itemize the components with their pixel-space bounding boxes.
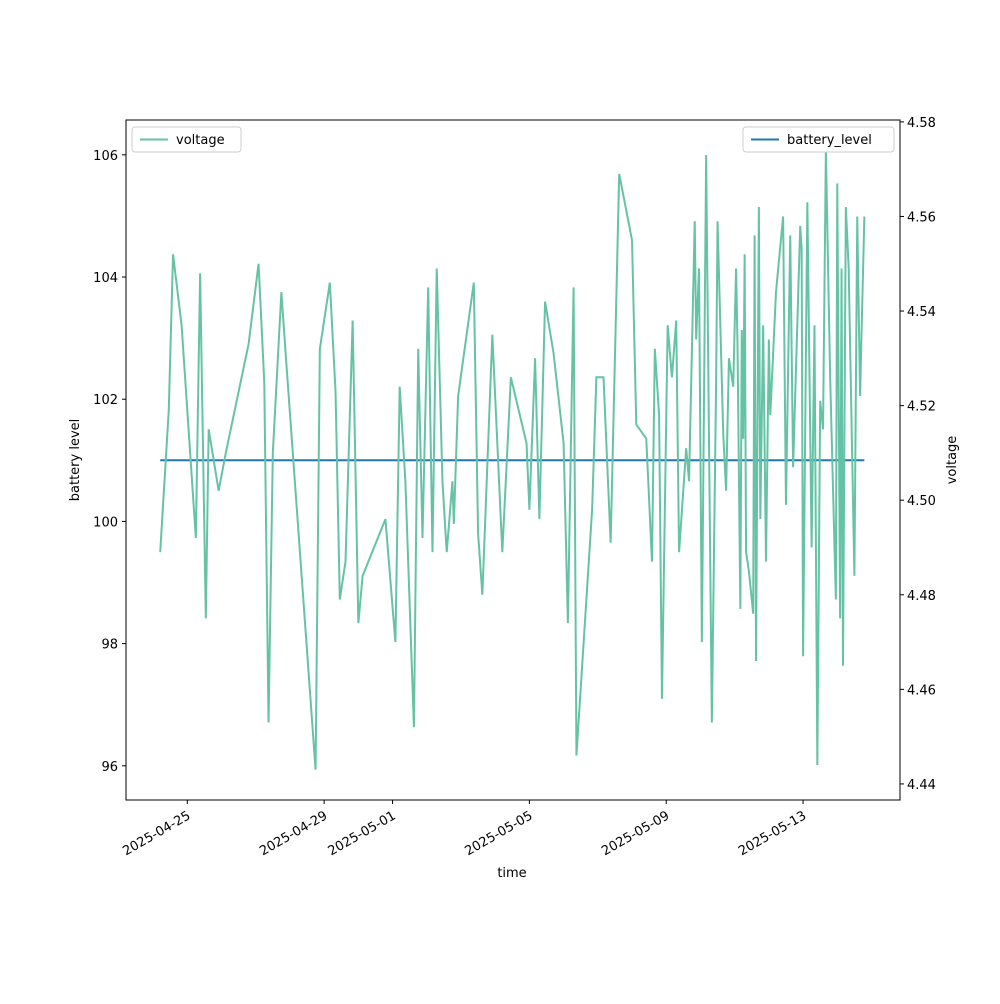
legend-label: voltage xyxy=(176,133,225,148)
y-axis-label: battery level xyxy=(68,419,83,502)
y2-tick-label: 4.50 xyxy=(907,494,936,509)
y-tick-label: 104 xyxy=(93,271,118,286)
x-tick-label: 2025-05-09 xyxy=(599,808,672,859)
x-tick-label: 2025-04-25 xyxy=(120,808,193,859)
legend: battery_level xyxy=(742,126,895,153)
y-tick-label: 106 xyxy=(93,149,118,164)
y2-tick-label: 4.48 xyxy=(907,589,936,604)
legend-box xyxy=(742,126,895,153)
y2-tick-label: 4.58 xyxy=(907,116,936,131)
y-tick-label: 102 xyxy=(93,393,118,408)
x-tick-label: 2025-05-05 xyxy=(462,808,535,859)
y-tick-label: 100 xyxy=(93,515,118,530)
legend: voltage xyxy=(131,126,242,153)
x-axis-label: time xyxy=(497,866,526,881)
series-line xyxy=(159,150,866,770)
legend-box xyxy=(131,126,242,153)
y2-axis-label: voltage xyxy=(945,436,960,485)
y2-tick-label: 4.44 xyxy=(907,778,936,793)
y-tick-label: 98 xyxy=(101,638,118,653)
x-tick-label: 2025-05-13 xyxy=(736,808,809,859)
y2-tick-label: 4.54 xyxy=(907,305,936,320)
y2-tick-label: 4.56 xyxy=(907,210,936,225)
y2-tick-label: 4.52 xyxy=(907,400,936,415)
y2-tick-label: 4.46 xyxy=(907,683,936,698)
x-tick-label: 2025-05-01 xyxy=(326,808,399,859)
x-tick-label: 2025-04-29 xyxy=(257,808,330,859)
legend-label: battery_level xyxy=(787,133,872,148)
y-tick-label: 96 xyxy=(101,760,118,775)
plot-frame xyxy=(125,119,901,801)
